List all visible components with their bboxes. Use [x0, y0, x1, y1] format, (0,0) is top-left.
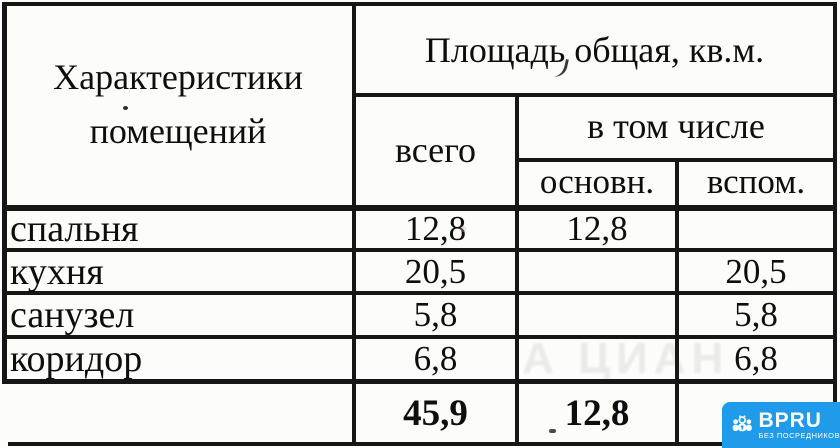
kitchen-total-value: 20,5 — [404, 251, 467, 291]
column-header-total: всего — [394, 130, 477, 170]
row-label-kitchen: кухня — [10, 250, 104, 293]
rooms-characteristics-line1: Характеристики — [53, 57, 303, 97]
row4-bottom-border — [2, 379, 837, 384]
ghost-watermark: А ЦИАН — [522, 334, 730, 383]
column-header-including: в том числе — [587, 106, 765, 146]
row2-bottom-border — [2, 291, 837, 295]
col-divider-total-main — [515, 93, 519, 446]
bathroom-total-value: 5,8 — [413, 295, 458, 334]
bedroom-aux-value — [679, 209, 833, 248]
rooms-characteristics-header: Характеристики помещений — [6, 36, 350, 172]
total-area-header: Площадь общая, кв.м. — [424, 30, 765, 70]
corridor-total-value: 6,8 — [413, 339, 458, 378]
table-bottom-border — [8, 442, 837, 446]
grand-total-value: 45,9 — [403, 392, 468, 434]
row-label-bedroom: спальня — [10, 207, 139, 250]
kitchen-aux-value: 20,5 — [725, 251, 787, 291]
table-left-border — [2, 2, 7, 384]
row-label-bathroom: санузел — [10, 294, 135, 336]
line-under-including — [515, 158, 837, 162]
bathroom-main-value — [519, 295, 675, 335]
bathroom-aux-value: 5,8 — [734, 295, 778, 334]
rooms-characteristics-line2: помещений — [89, 111, 267, 151]
table-top-border — [2, 2, 837, 6]
scan-speck-dot — [123, 106, 128, 110]
column-header-main: основн. — [539, 162, 655, 201]
col-divider-labels-total — [352, 2, 356, 446]
bpru-logo-text: BPRU БЕЗ ПОСРЕДНИКОВ — [758, 408, 840, 440]
row-label-corridor: коридор — [10, 338, 143, 380]
bedroom-main-value: 12,8 — [566, 208, 628, 248]
scan-speck-pink — [460, 226, 466, 232]
col-divider-main-aux — [675, 158, 679, 446]
table-right-border — [833, 2, 837, 446]
bedroom-total-value: 12,8 — [404, 208, 467, 248]
kitchen-main-value — [519, 252, 675, 291]
bpru-tagline: БЕЗ ПОСРЕДНИКОВ — [758, 430, 840, 440]
corridor-main-value — [519, 339, 675, 379]
line-under-area-title — [352, 93, 837, 97]
people-group-icon — [732, 415, 752, 432]
column-header-aux: вспом. — [706, 162, 806, 201]
main-total-value: 12,8 — [564, 392, 630, 434]
bpru-brand-name: BPRU — [758, 408, 822, 432]
header-bottom-border — [2, 205, 837, 211]
row1-bottom-border — [2, 248, 837, 252]
row3-bottom-border — [2, 335, 837, 339]
bpru-watermark-badge: BPRU БЕЗ ПОСРЕДНИКОВ — [722, 402, 840, 448]
corridor-aux-value: 6,8 — [734, 339, 778, 378]
scan-speck-dash — [549, 429, 556, 433]
